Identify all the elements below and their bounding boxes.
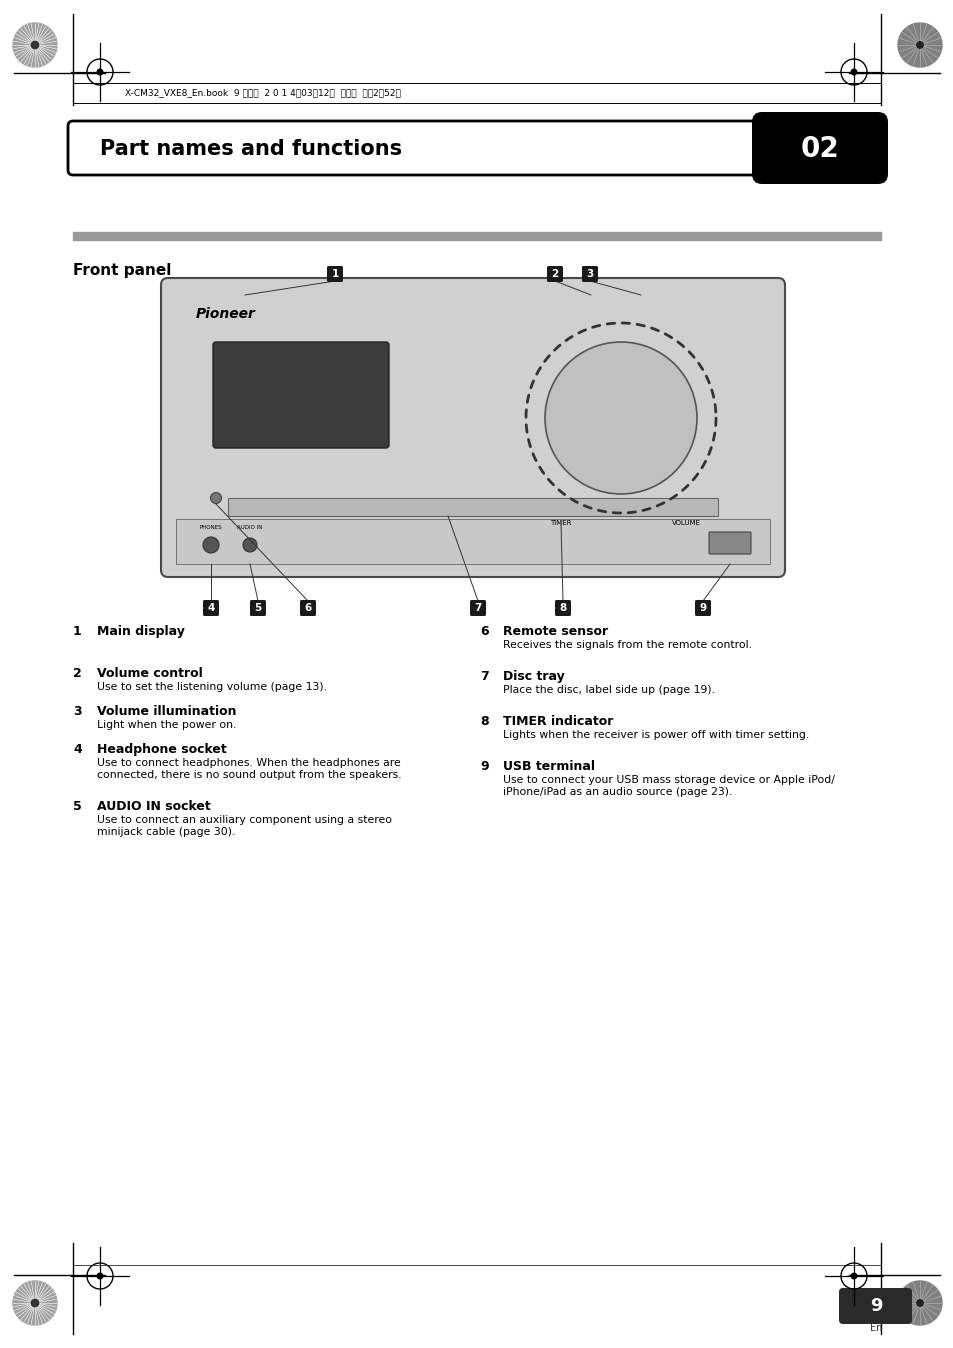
Text: USB terminal: USB terminal — [502, 760, 595, 772]
FancyBboxPatch shape — [751, 112, 887, 183]
Text: Light when the power on.: Light when the power on. — [97, 720, 236, 731]
Text: 9: 9 — [699, 603, 706, 613]
Text: 4: 4 — [207, 603, 214, 613]
FancyBboxPatch shape — [838, 1287, 911, 1324]
Bar — [228, 497, 718, 516]
Text: Use to connect headphones. When the headphones are
connected, there is no sound : Use to connect headphones. When the head… — [97, 758, 401, 780]
Text: Disc tray: Disc tray — [502, 670, 564, 683]
Text: 2: 2 — [551, 270, 558, 279]
FancyBboxPatch shape — [203, 600, 219, 616]
Circle shape — [96, 1273, 103, 1279]
Text: 9: 9 — [869, 1297, 882, 1316]
Text: Ρioneer: Ρioneer — [195, 307, 255, 321]
Circle shape — [243, 538, 256, 551]
Text: 02: 02 — [800, 135, 839, 163]
Circle shape — [850, 1273, 857, 1279]
Text: 8: 8 — [558, 603, 566, 613]
Bar — [175, 519, 769, 563]
Text: Part names and functions: Part names and functions — [100, 139, 402, 159]
Text: 8: 8 — [479, 714, 488, 728]
Polygon shape — [13, 1281, 57, 1325]
Circle shape — [915, 40, 923, 49]
Circle shape — [850, 69, 857, 75]
Text: Use to connect an auxiliary component using a stereo
minijack cable (page 30).: Use to connect an auxiliary component us… — [97, 816, 392, 837]
Text: TIMER: TIMER — [550, 520, 571, 526]
Text: Lights when the receiver is power off with timer setting.: Lights when the receiver is power off wi… — [502, 731, 808, 740]
Circle shape — [30, 40, 39, 50]
FancyBboxPatch shape — [299, 600, 315, 616]
FancyBboxPatch shape — [327, 266, 343, 282]
Circle shape — [203, 537, 219, 553]
FancyBboxPatch shape — [213, 342, 389, 448]
Text: 6: 6 — [304, 603, 312, 613]
FancyBboxPatch shape — [68, 121, 758, 175]
Circle shape — [544, 342, 697, 493]
Text: AUDIO IN socket: AUDIO IN socket — [97, 799, 211, 813]
Text: Volume control: Volume control — [97, 667, 203, 679]
FancyBboxPatch shape — [695, 600, 710, 616]
Text: 7: 7 — [474, 603, 481, 613]
Polygon shape — [897, 1281, 941, 1325]
Circle shape — [30, 1298, 39, 1308]
Text: AUDIO IN: AUDIO IN — [237, 524, 262, 530]
FancyBboxPatch shape — [555, 600, 571, 616]
Text: 6: 6 — [479, 625, 488, 638]
Polygon shape — [897, 23, 941, 67]
FancyBboxPatch shape — [546, 266, 562, 282]
Text: Front panel: Front panel — [73, 263, 172, 278]
Text: 3: 3 — [73, 705, 82, 718]
Text: Main display: Main display — [97, 625, 185, 638]
Text: Volume illumination: Volume illumination — [97, 705, 236, 718]
Text: Remote sensor: Remote sensor — [502, 625, 607, 638]
Text: Receives the signals from the remote control.: Receives the signals from the remote con… — [502, 640, 751, 650]
FancyBboxPatch shape — [581, 266, 598, 282]
Text: X-CM32_VXE8_En.book  9 ページ  2 0 1 4年03月12日  水曜日  午後2時52分: X-CM32_VXE8_En.book 9 ページ 2 0 1 4年03月12日… — [125, 89, 400, 97]
Text: Use to connect your USB mass storage device or Apple iPod/
iPhone/iPad as an aud: Use to connect your USB mass storage dev… — [502, 775, 834, 798]
FancyBboxPatch shape — [708, 532, 750, 554]
Text: 1: 1 — [73, 625, 82, 638]
Text: Place the disc, label side up (page 19).: Place the disc, label side up (page 19). — [502, 685, 714, 696]
Text: 5: 5 — [254, 603, 261, 613]
Circle shape — [915, 1299, 923, 1308]
Text: Use to set the listening volume (page 13).: Use to set the listening volume (page 13… — [97, 682, 327, 692]
Text: 9: 9 — [479, 760, 488, 772]
Text: 3: 3 — [586, 270, 593, 279]
Text: 2: 2 — [73, 667, 82, 679]
Text: En: En — [869, 1322, 882, 1333]
Text: VOLUME: VOLUME — [671, 520, 700, 526]
Text: TIMER indicator: TIMER indicator — [502, 714, 613, 728]
Circle shape — [96, 69, 103, 75]
Text: 7: 7 — [479, 670, 488, 683]
FancyBboxPatch shape — [250, 600, 266, 616]
FancyBboxPatch shape — [161, 278, 784, 577]
Text: Headphone socket: Headphone socket — [97, 743, 227, 756]
Circle shape — [211, 492, 221, 504]
FancyBboxPatch shape — [470, 600, 485, 616]
Text: 4: 4 — [73, 743, 82, 756]
Text: 1: 1 — [331, 270, 338, 279]
Text: 5: 5 — [73, 799, 82, 813]
Text: PHONES: PHONES — [199, 524, 222, 530]
Polygon shape — [13, 23, 57, 67]
